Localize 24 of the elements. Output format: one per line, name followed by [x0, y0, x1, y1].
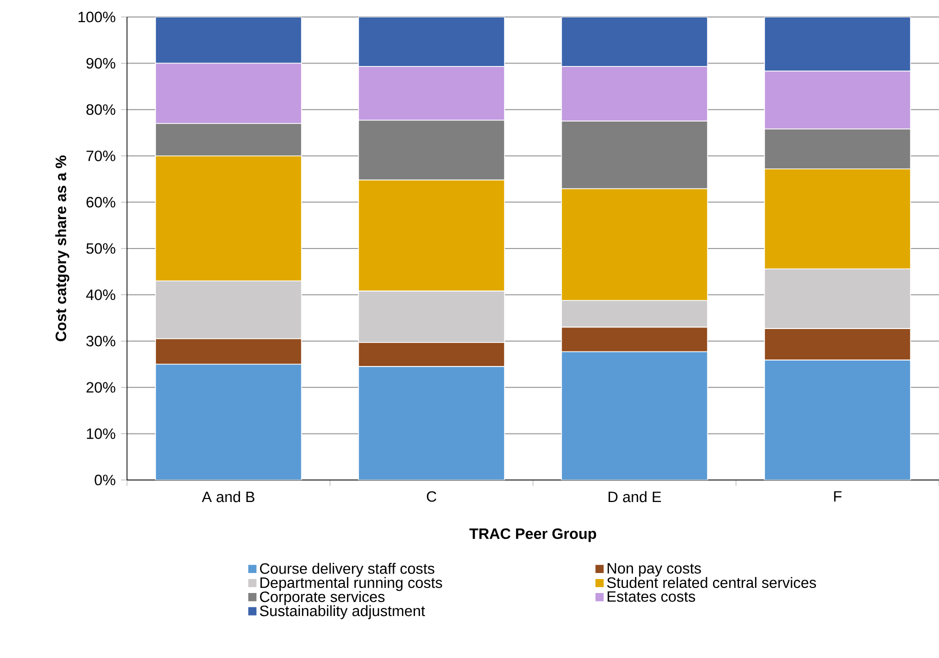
x-tick-label: F: [834, 491, 842, 502]
x-axis-title: TRAC Peer Group: [469, 528, 596, 542]
y-axis-title: Cost catgory share as a %: [55, 156, 70, 342]
y-tick-label: 30%: [86, 336, 116, 346]
x-tick-label: C: [426, 491, 436, 502]
y-tick-label: 0%: [94, 474, 116, 486]
x-tick-label: A and B: [202, 491, 254, 502]
y-tick-label: 100%: [78, 12, 116, 22]
legend-label: Estates costs: [608, 591, 696, 602]
legend-label: Departmental running costs: [260, 576, 442, 591]
y-tick-label: 60%: [86, 196, 116, 208]
legend-label: Student related central services: [607, 576, 816, 588]
y-tick-label: 80%: [86, 104, 116, 115]
y-tick-label: 70%: [86, 150, 116, 162]
y-tick-label: 50%: [86, 243, 116, 254]
y-tick-label: 10%: [86, 428, 116, 439]
legend-label: Corporate services: [260, 591, 385, 606]
x-tick-label: D and E: [608, 491, 661, 502]
legend-label: Sustainability adjustment: [260, 605, 426, 620]
y-tick-label: 90%: [86, 58, 116, 69]
legend-label: Course delivery staff costs: [260, 562, 434, 577]
y-tick-label: 40%: [86, 289, 116, 300]
y-tick-label: 20%: [86, 382, 116, 393]
legend-label: Non pay costs: [608, 563, 701, 577]
